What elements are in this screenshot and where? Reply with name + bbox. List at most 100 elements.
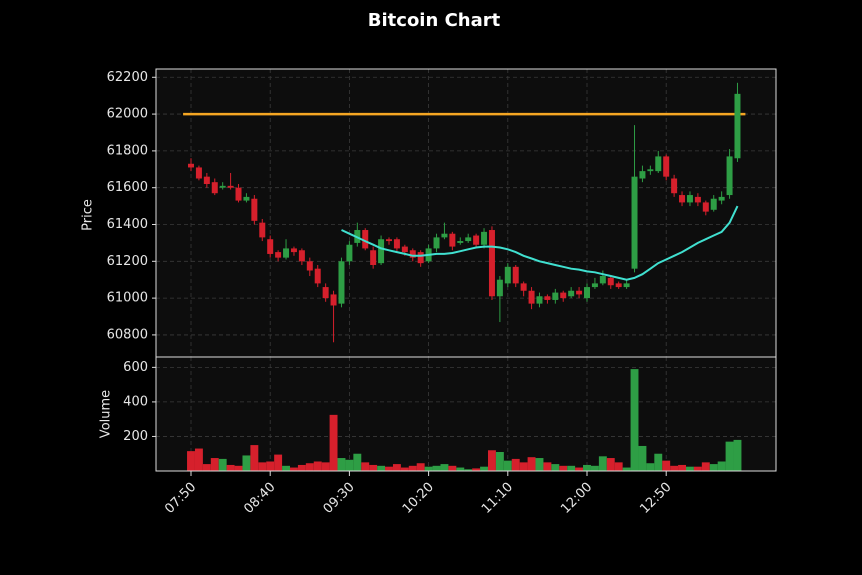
candle-body: [441, 233, 448, 238]
candle-body: [401, 246, 408, 253]
candle-body: [552, 292, 559, 300]
volume-bar: [725, 441, 734, 471]
volume-bar: [353, 453, 362, 471]
candle-body: [322, 287, 329, 299]
candle-body: [457, 241, 464, 243]
candle-body: [290, 248, 297, 253]
candle-body: [275, 252, 282, 258]
candle-body: [203, 176, 210, 185]
volume-bar: [686, 466, 694, 471]
candle-body: [465, 237, 472, 242]
volume-bar: [717, 461, 726, 471]
volume-bar: [464, 469, 473, 471]
candle-body: [306, 261, 313, 271]
volume-bar: [622, 467, 631, 471]
candle-body: [726, 156, 733, 196]
volume-bar: [202, 464, 211, 471]
candle-body: [314, 268, 321, 284]
volume-bar: [400, 467, 409, 471]
volume-bar: [519, 462, 528, 471]
candle-body: [734, 93, 741, 159]
candle-body: [370, 250, 377, 265]
candle-body: [686, 195, 693, 203]
volume-bar: [646, 463, 655, 471]
moving-average-line: [341, 205, 739, 281]
volume-bar: [218, 458, 227, 471]
volume-bar: [670, 465, 679, 471]
volume-bar: [329, 414, 338, 471]
candle-body: [528, 290, 535, 304]
candle-body: [647, 169, 654, 172]
volume-bar: [432, 465, 441, 471]
candle-body: [568, 290, 575, 297]
candle-body: [607, 277, 614, 286]
volume-tick-label: 600: [123, 360, 148, 375]
y-axis-label: Price: [81, 199, 96, 231]
y-tick-label: 61800: [107, 143, 148, 158]
candle-body: [473, 235, 480, 245]
volume-bar: [416, 463, 425, 471]
volume-bar: [305, 463, 314, 471]
candle-body: [433, 237, 440, 249]
volume-bar: [495, 452, 504, 471]
candle-body: [679, 195, 686, 203]
volume-bar: [440, 464, 449, 471]
y-tick-label: 61000: [107, 291, 148, 306]
candle-body: [504, 266, 511, 284]
volume-bar: [210, 458, 219, 471]
volume-bar: [543, 462, 552, 471]
candle-body: [560, 292, 567, 299]
candle-body: [631, 176, 638, 269]
volume-bar: [448, 465, 457, 471]
candle-body: [267, 239, 274, 254]
candle-body: [283, 248, 290, 258]
candle-body: [449, 233, 456, 247]
candle-body: [496, 279, 503, 297]
volume-bar: [361, 462, 370, 471]
volume-bar: [226, 464, 235, 471]
volume-bar: [638, 445, 647, 471]
candle-body: [710, 198, 717, 210]
volume-bar: [606, 458, 615, 471]
candle-body: [520, 283, 527, 291]
volume-bar: [321, 462, 330, 471]
volume-tick-label: 400: [123, 394, 148, 409]
volume-bar: [313, 461, 322, 471]
volume-bar: [258, 462, 267, 471]
candle-body: [386, 239, 392, 242]
candle-body: [671, 178, 678, 194]
candle-body: [576, 290, 583, 295]
volume-bar: [234, 465, 243, 471]
volume-bar: [701, 462, 710, 471]
candle-body: [195, 167, 202, 179]
volume-bar: [590, 465, 599, 471]
y-tick-label: 61200: [107, 254, 148, 269]
y-tick-label: 62200: [107, 70, 148, 85]
volume-panel: [156, 357, 776, 471]
volume-bar: [535, 458, 544, 471]
y-tick-label: 60800: [107, 327, 148, 342]
volume-frame: [155, 356, 777, 472]
candle-body: [718, 196, 725, 201]
volume-bar: [630, 369, 639, 471]
y-tick-label: 62000: [107, 107, 148, 122]
candle-body: [298, 250, 305, 262]
candle-body: [544, 296, 551, 300]
volume-bar: [242, 455, 251, 471]
candle-body: [330, 294, 337, 306]
candle-body: [227, 185, 234, 188]
volume-bar: [693, 466, 702, 471]
volume-bar: [187, 451, 195, 471]
candle-body: [409, 250, 416, 258]
volume-bar: [369, 464, 378, 471]
volume-bar: [337, 458, 346, 471]
volume-bar: [527, 457, 536, 471]
volume-bar: [709, 464, 718, 471]
volume-bar: [282, 465, 290, 471]
candle-body: [235, 187, 242, 201]
y-tick-label: 61400: [107, 217, 148, 232]
volume-bar: [551, 464, 560, 471]
volume-bar: [392, 464, 401, 471]
candle-body: [362, 230, 369, 249]
candle-body: [393, 239, 400, 249]
